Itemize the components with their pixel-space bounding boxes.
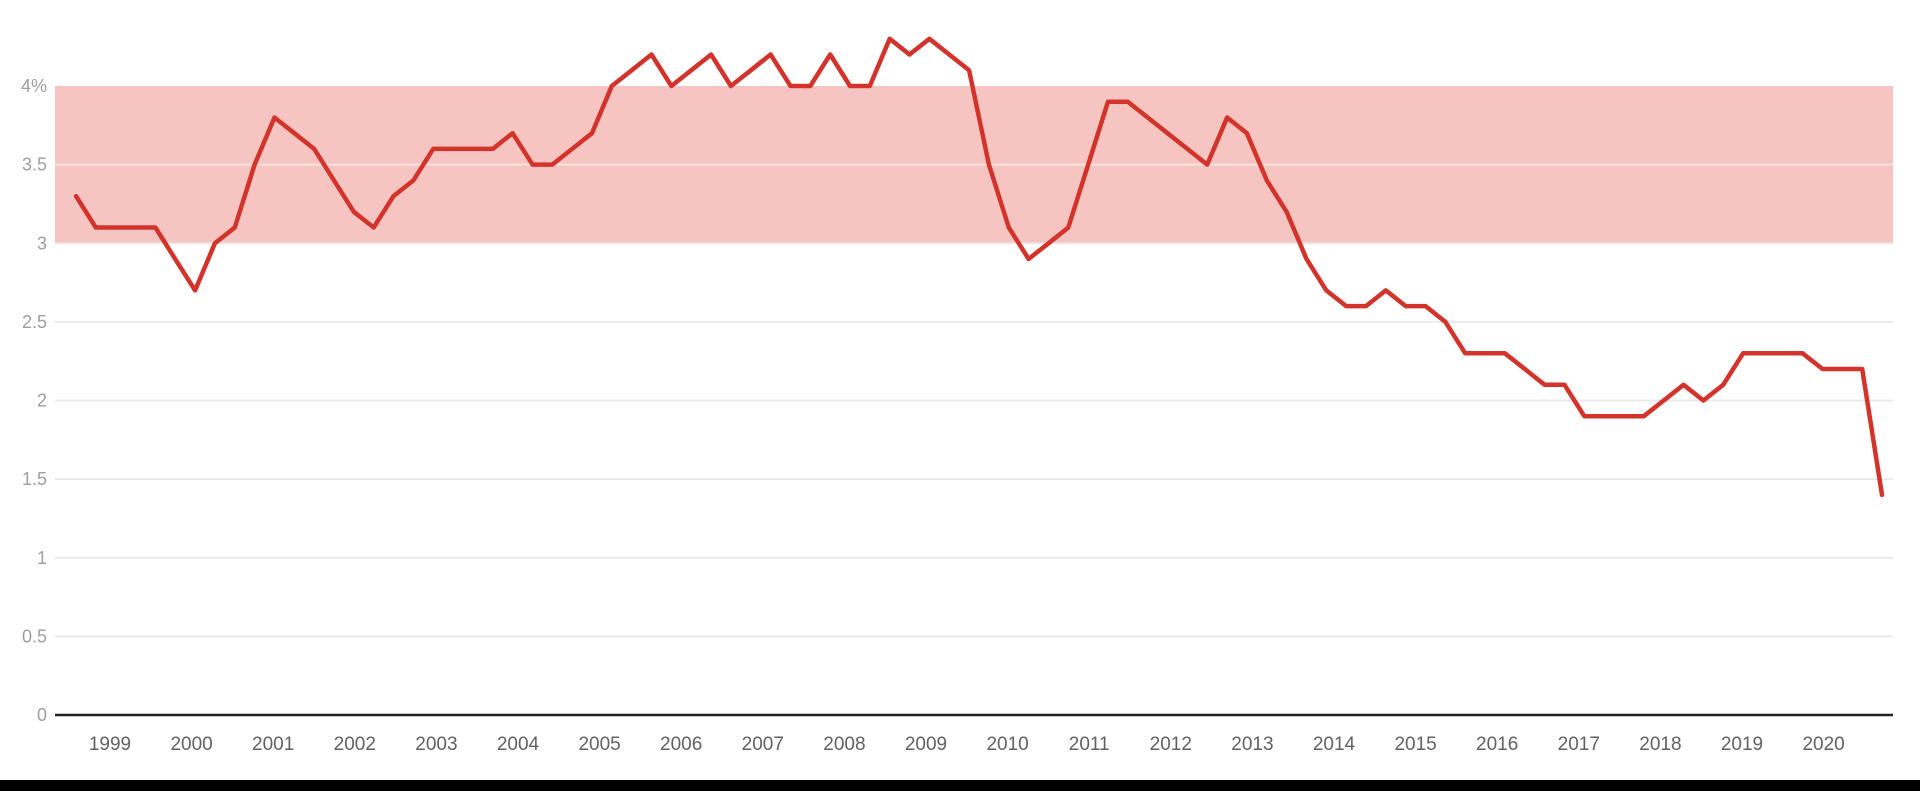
x-axis-label: 2013 — [1231, 734, 1273, 755]
x-axis-label: 2004 — [497, 734, 540, 755]
y-axis-label: 1 — [37, 548, 47, 568]
x-axis-label: 2011 — [1069, 734, 1110, 755]
x-axis-label: 2002 — [334, 734, 376, 755]
data-line — [73, 36, 1885, 498]
x-axis-label: 2007 — [742, 734, 784, 755]
x-axis-label: 2003 — [415, 734, 457, 755]
x-axis-label: 2020 — [1802, 734, 1844, 755]
y-axis-label: 3 — [37, 233, 47, 253]
x-axis-label: 2018 — [1639, 734, 1681, 755]
y-axis-label: 2 — [37, 391, 47, 411]
y-axis-label: 2.5 — [22, 312, 47, 332]
x-axis-label: 2016 — [1476, 734, 1518, 755]
x-axis-label: 2017 — [1558, 734, 1600, 755]
x-axis-label: 1999 — [89, 734, 131, 755]
bottom-bar — [0, 780, 1920, 791]
x-axis-label: 2014 — [1313, 734, 1356, 755]
x-axis-label: 2010 — [986, 734, 1028, 755]
y-axis-label: 0 — [37, 705, 47, 725]
x-axis-label: 2012 — [1150, 734, 1192, 755]
y-axis-label: 0.5 — [22, 626, 47, 646]
x-axis-label: 2000 — [170, 734, 212, 755]
x-axis-label: 2019 — [1721, 734, 1763, 755]
x-axis-label: 2006 — [660, 734, 702, 755]
y-axis-label: 4% — [21, 76, 47, 96]
x-axis-label: 2008 — [823, 734, 865, 755]
y-axis-label: 1.5 — [22, 469, 47, 489]
x-axis-label: 2001 — [252, 734, 294, 755]
x-axis-label: 2009 — [905, 734, 947, 755]
y-axis-label: 3.5 — [22, 155, 47, 175]
x-axis-label: 2005 — [578, 734, 620, 755]
x-axis-label: 2015 — [1394, 734, 1436, 755]
